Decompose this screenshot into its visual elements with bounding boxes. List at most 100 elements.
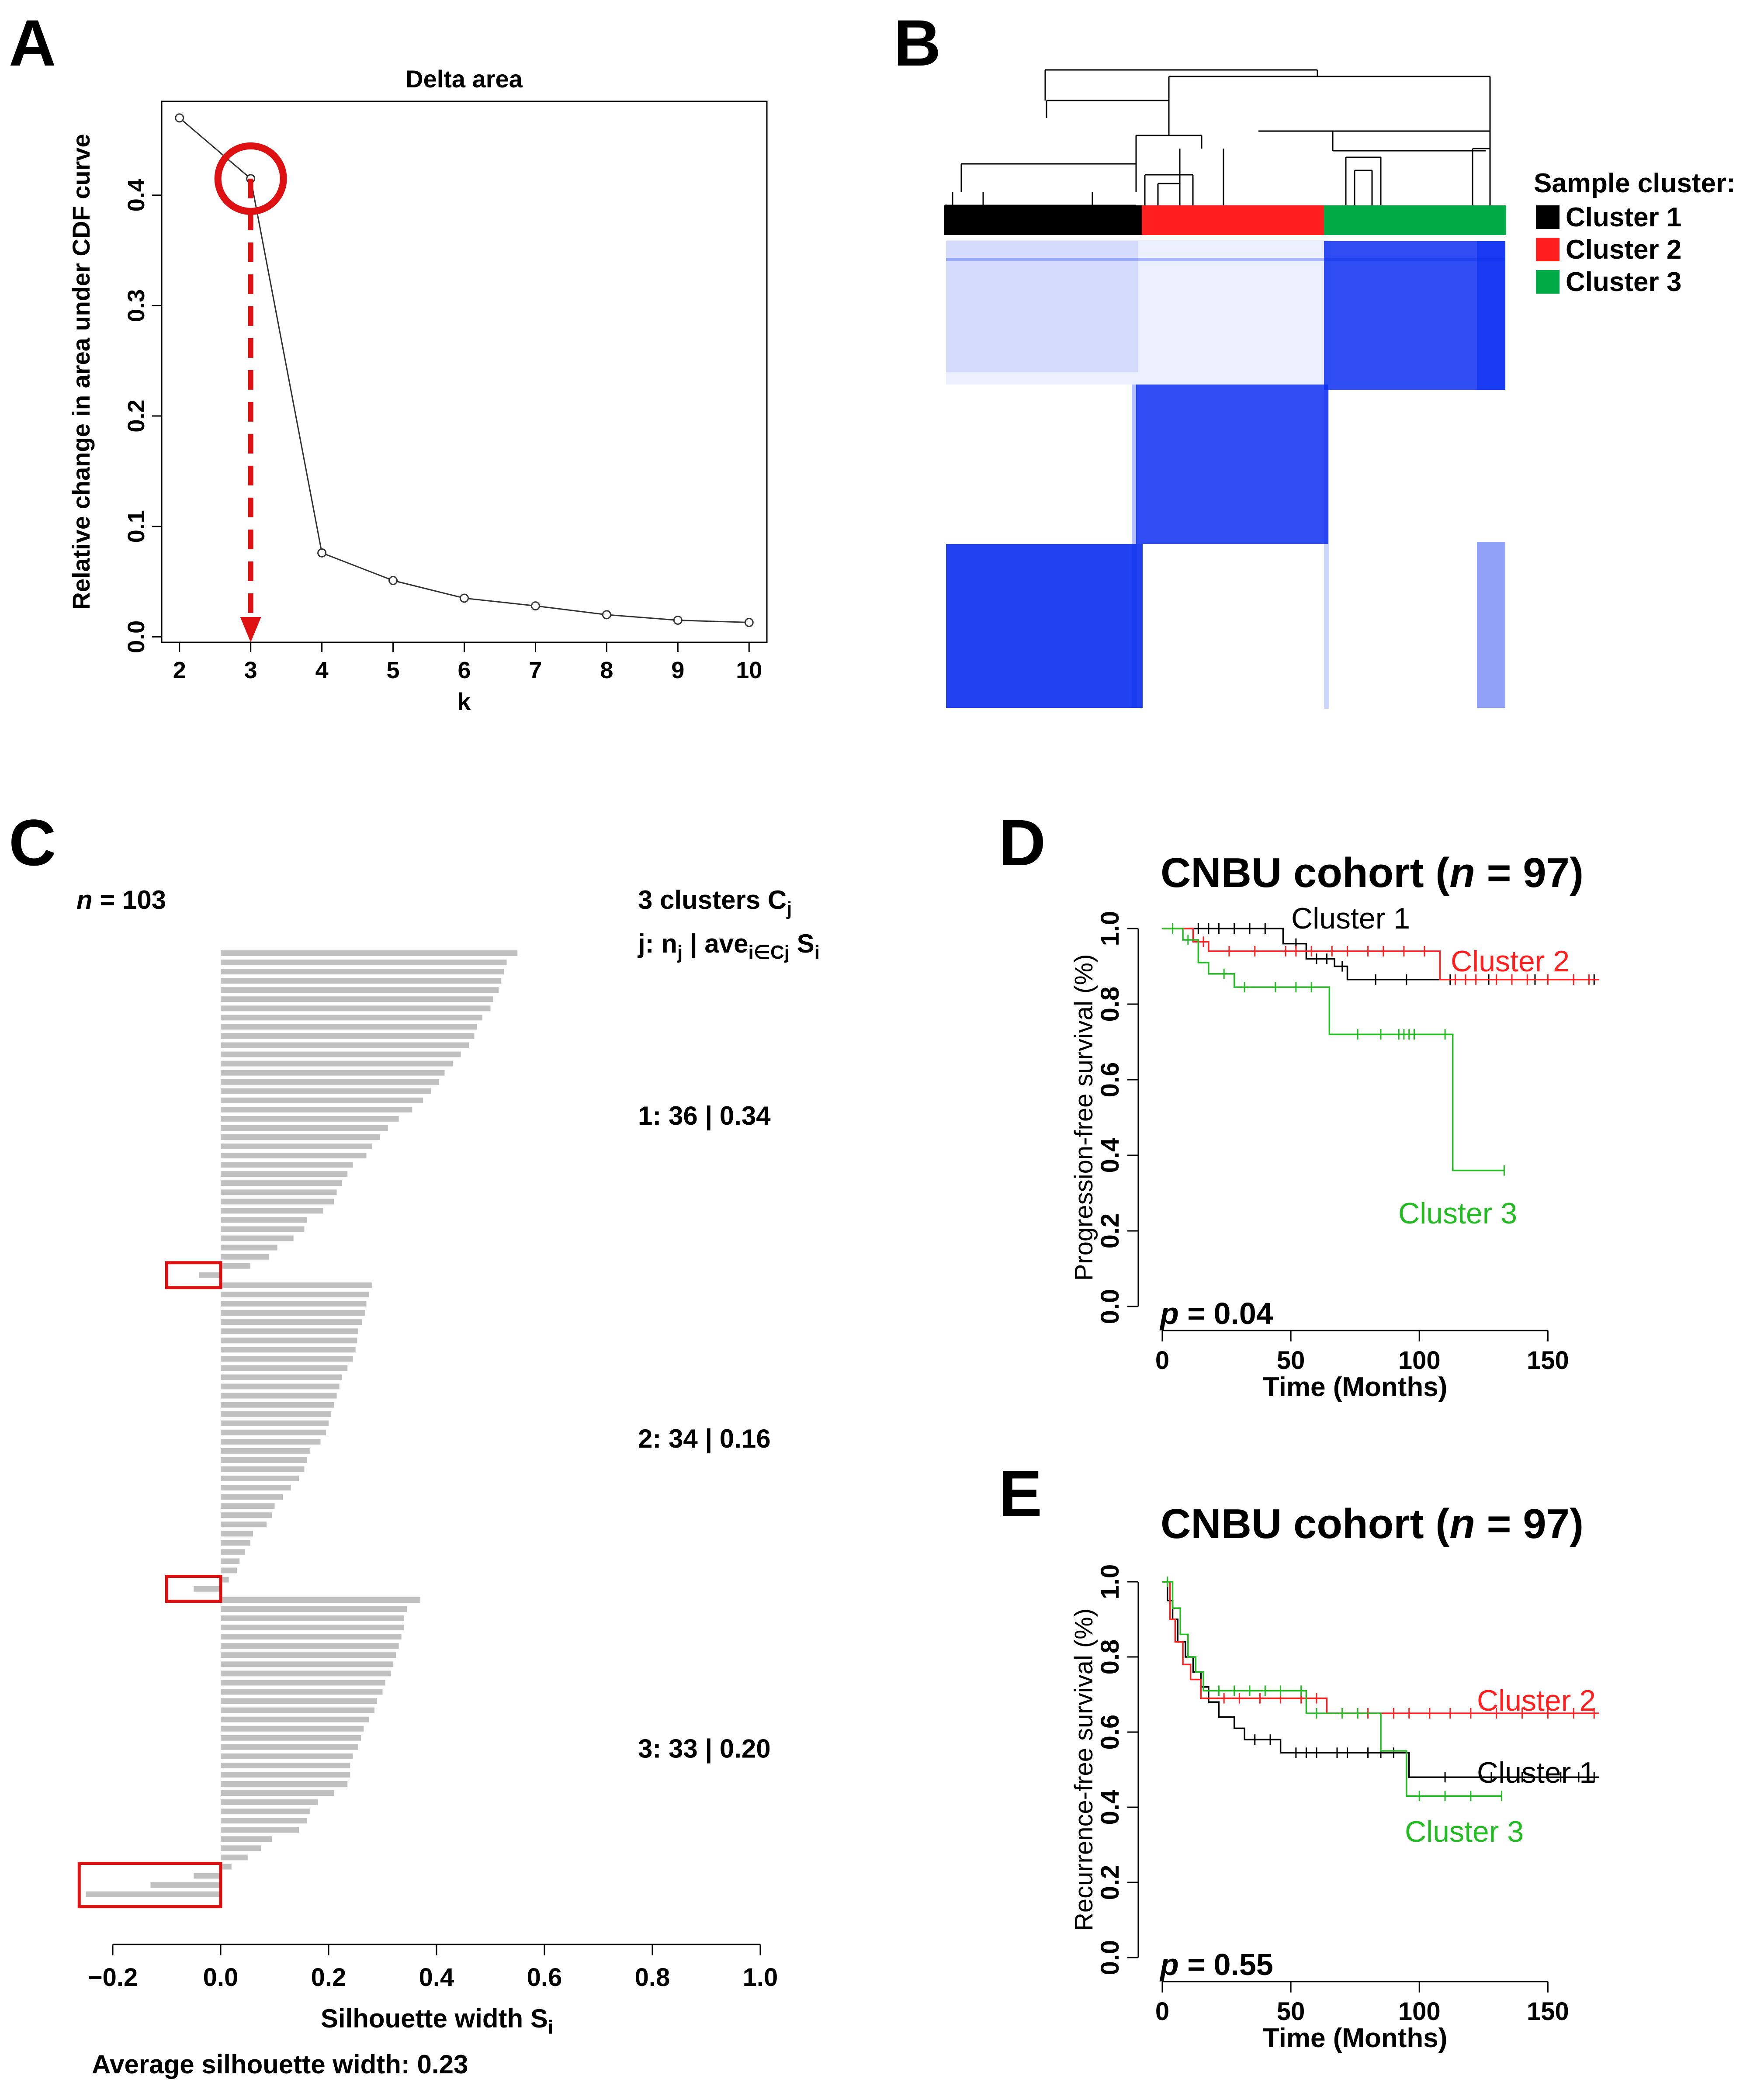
stats-s: S xyxy=(790,929,814,958)
silhouette-bar xyxy=(221,1634,402,1640)
survival-curve xyxy=(1162,928,1599,981)
silhouette-bar xyxy=(221,1292,369,1298)
title-n: n xyxy=(1449,849,1475,896)
legend-label: Cluster 2 xyxy=(1566,235,1681,265)
silhouette-bar xyxy=(221,1189,337,1196)
silhouette-bar xyxy=(221,1577,229,1583)
data-point xyxy=(317,548,327,558)
silhouette-bar xyxy=(221,1106,412,1112)
silhouette-bar xyxy=(221,1365,348,1371)
dendrogram xyxy=(945,69,1491,206)
panel-e-rfs-curve: CNBU cohort (n = 97) 0 50 100 1500.00.20.40… xyxy=(1070,1500,1599,2053)
silhouette-bar xyxy=(221,978,502,984)
off-diagonal-line xyxy=(1132,385,1137,708)
curve-labels: Cluster 1 Cluster 2 Cluster 3 xyxy=(1291,902,1570,1230)
y-tick-label: 0.1 xyxy=(123,510,149,543)
silhouette-bar xyxy=(221,1726,364,1732)
y-axis-label: Recurrence-free survival (%) xyxy=(1070,1608,1098,1931)
silhouette-bar xyxy=(221,1716,369,1722)
silhouette-bar xyxy=(221,1393,337,1399)
survival-curve xyxy=(1162,928,1599,981)
x-tick-label: 0.2 xyxy=(311,1963,347,1992)
silhouette-bar xyxy=(221,1338,357,1344)
silhouette-bar xyxy=(221,1208,323,1214)
silhouette-bar xyxy=(221,1466,305,1472)
x-axis-label: Time (Months) xyxy=(1263,1372,1448,1402)
selected-k-annotation xyxy=(214,142,287,642)
dendrogram-leaf-branches xyxy=(945,148,1491,206)
arrow-head xyxy=(240,617,261,642)
silhouette-bar xyxy=(221,1606,407,1612)
silhouette-bar xyxy=(221,1854,248,1861)
silhouette-bar xyxy=(221,1809,310,1815)
silhouette-bar xyxy=(221,1254,270,1260)
silhouette-bar xyxy=(221,1180,342,1186)
silhouette-bar xyxy=(221,1374,342,1380)
y-tick-label: 0.2 xyxy=(123,400,149,433)
silhouette-bar xyxy=(221,1310,365,1316)
axes: 0 50 100 150 0.0 0.2 0.4 0.6 0.8 1.0 Time (Months)… xyxy=(1070,911,1569,1402)
silhouette-bar xyxy=(221,1438,321,1445)
curve-label: Cluster 2 xyxy=(1477,1684,1596,1717)
p-text: = 0.04 xyxy=(1179,1296,1273,1331)
data-point xyxy=(175,113,184,123)
silhouette-bar xyxy=(221,1818,307,1824)
x-tick-label: 9 xyxy=(671,657,684,683)
data-point xyxy=(460,593,469,603)
silhouette-bar xyxy=(221,1033,475,1039)
silhouette-bar xyxy=(221,1689,383,1695)
silhouette-bar xyxy=(221,1199,334,1205)
title-count: = 97) xyxy=(1475,849,1584,896)
off-diagonal-strip xyxy=(1477,241,1505,390)
legend-swatch xyxy=(1536,205,1560,229)
chart-title: CNBU cohort (n = 97) xyxy=(1161,849,1584,896)
stats-n: j: n xyxy=(638,929,677,958)
x-tick-label: 4 xyxy=(315,657,329,683)
legend-swatch xyxy=(1536,238,1560,261)
off-diagonal-strip xyxy=(1477,542,1505,708)
silhouette-bar xyxy=(221,1263,250,1269)
curve-label: Cluster 1 xyxy=(1477,1756,1596,1789)
x-tick-label: 0.0 xyxy=(203,1963,239,1992)
cluster-1-block xyxy=(946,544,1143,708)
cluster-stat-label: 1: 36 | 0.34 xyxy=(638,1101,771,1131)
off-diagonal-fade xyxy=(946,241,1138,372)
y-tick-label: 1.0 xyxy=(1096,1564,1124,1600)
silhouette-bars xyxy=(86,950,518,1897)
silhouette-bar xyxy=(221,1153,367,1159)
chart-title: Delta area xyxy=(405,65,523,93)
silhouette-bar xyxy=(221,1015,482,1021)
x-axis: 2 3 4 5 6 7 8 9 10 xyxy=(173,642,762,683)
silhouette-bar xyxy=(221,1744,358,1750)
silhouette-bar xyxy=(221,1845,261,1851)
cluster-bar-segment xyxy=(1324,205,1506,235)
curve-label: Cluster 3 xyxy=(1405,1815,1524,1848)
silhouette-bar xyxy=(150,1882,221,1888)
data-points xyxy=(175,113,754,627)
silhouette-bar xyxy=(221,1060,453,1067)
y-tick-label: 0.8 xyxy=(1096,1639,1124,1675)
y-axis-label: Relative change in area under CDF curve xyxy=(67,134,95,610)
silhouette-bar xyxy=(221,1827,299,1833)
cluster-stat-labels: 1: 36 | 0.34 2: 34 | 0.16 3: 33 | 0.20 xyxy=(638,1101,771,1764)
legend-label: Cluster 3 xyxy=(1566,267,1681,297)
y-tick-label: 0.0 xyxy=(1096,1289,1124,1324)
chart-title: CNBU cohort (n = 97) xyxy=(1161,1500,1584,1547)
p-label: p xyxy=(1159,1296,1179,1331)
x-tick-label: 100 xyxy=(1398,1997,1441,2026)
panel-label-b: B xyxy=(894,6,941,80)
panel-label-d: D xyxy=(998,806,1046,879)
silhouette-bar xyxy=(221,1494,283,1500)
cluster-bar-segment xyxy=(1142,205,1324,235)
silhouette-bar xyxy=(221,1735,361,1741)
silhouette-bar xyxy=(221,1771,350,1778)
outlier-box xyxy=(77,1862,222,1909)
average-silhouette-width: Average silhouette width: 0.23 xyxy=(92,2050,468,2079)
x-tick-label: 50 xyxy=(1277,1997,1305,2026)
silhouette-bar xyxy=(199,1272,221,1278)
data-point xyxy=(388,576,398,586)
x-axis-label: Time (Months) xyxy=(1263,2023,1448,2053)
x-tick-label: 1.0 xyxy=(743,1963,778,1992)
silhouette-bar xyxy=(221,1347,356,1353)
